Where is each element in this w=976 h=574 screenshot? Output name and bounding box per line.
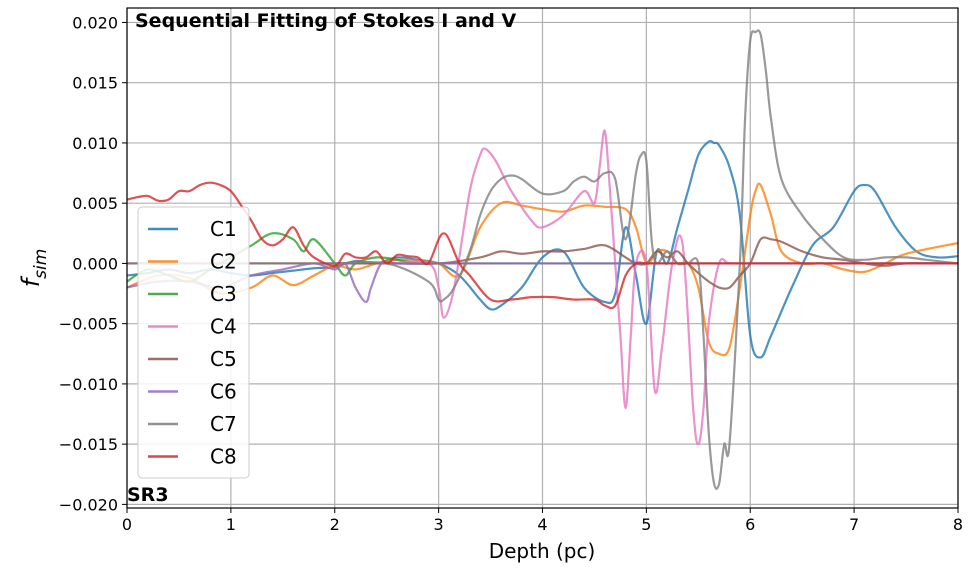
x-tick-label: 1 [226,515,236,534]
y-tick-label: 0.020 [72,13,118,32]
x-tick-label: 2 [330,515,340,534]
legend-label-c1: C1 [210,217,237,241]
corner-label: SR3 [127,484,169,506]
legend-label-c4: C4 [210,315,237,339]
legend-label-c8: C8 [210,445,237,469]
x-tick-label: 5 [641,515,651,534]
x-tick-label: 6 [745,515,755,534]
legend-label-c6: C6 [210,380,237,404]
x-tick-label: 4 [537,515,547,534]
x-axis-label: Depth (pc) [489,539,596,563]
legend-label-c2: C2 [210,250,237,274]
legend: C1 C2 C3 C4 C5 C6 C7 C8 [137,206,250,479]
y-tick-label: 0.010 [72,134,118,153]
axis-ticks: 0 1 2 3 4 5 6 7 8 −0.020 −0.015 −0.010 −0.005 0.000 0.… [59,13,963,534]
y-tick-label: −0.010 [59,375,118,394]
series-line-c7 [127,29,958,491]
x-tick-label: 0 [122,515,132,534]
y-axis-label-sub: sim [31,249,51,279]
x-tick-label: 8 [953,515,963,534]
y-tick-label: −0.015 [59,435,118,454]
x-tick-label: 3 [434,515,444,534]
legend-label-c5: C5 [210,347,237,371]
series-line-c2 [127,182,958,357]
legend-label-c3: C3 [210,282,237,306]
y-tick-label: 0.005 [72,194,118,213]
chart-title: Sequential Fitting of Stokes I and V [135,10,517,32]
y-tick-label: −0.005 [59,315,118,334]
y-tick-label: 0.000 [72,254,118,273]
x-tick-label: 7 [849,515,859,534]
y-tick-label: −0.020 [59,495,118,514]
y-tick-label: 0.015 [72,74,118,93]
legend-label-c7: C7 [210,412,237,436]
series-line-c8 [127,181,958,310]
